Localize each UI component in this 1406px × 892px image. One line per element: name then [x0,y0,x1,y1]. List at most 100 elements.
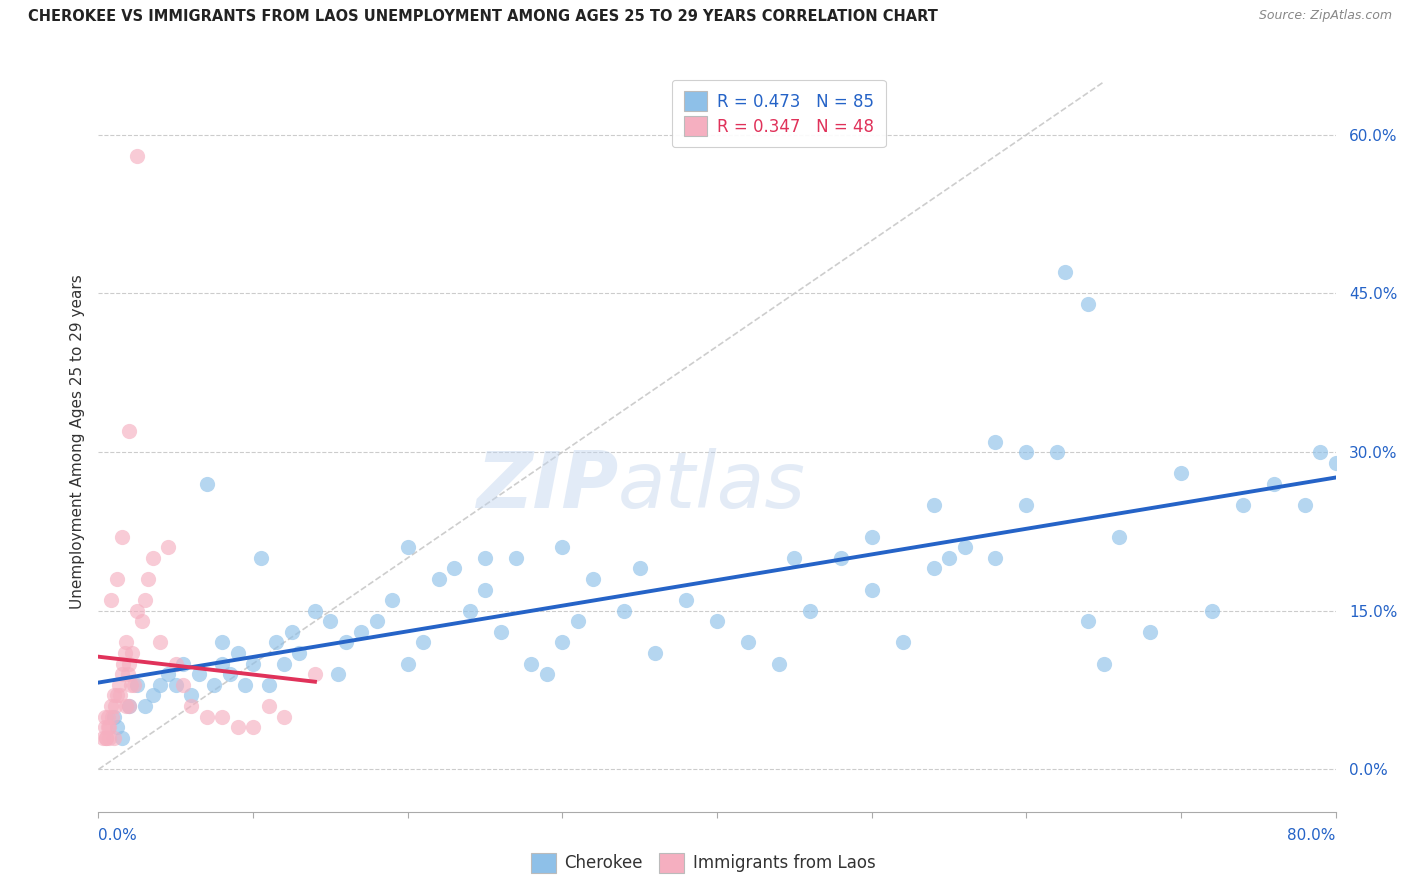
Point [1077,297,1099,311]
Point [127,149,149,163]
Point [117,667,139,681]
Point [195,709,218,723]
Point [257,698,280,713]
Point [105,689,128,703]
Point [121,646,143,660]
Point [111,667,132,681]
Point [860,530,883,544]
Point [381,593,404,607]
Point [984,550,1007,565]
Point [97,720,120,734]
Point [100,698,122,713]
Point [96,731,118,745]
Point [922,498,945,512]
Point [172,678,194,692]
Point [830,550,852,565]
Point [242,720,264,734]
Point [1294,498,1316,512]
Text: Source: ZipAtlas.com: Source: ZipAtlas.com [1258,9,1392,22]
Point [172,657,194,671]
Text: CHEROKEE VS IMMIGRANTS FROM LAOS UNEMPLOYMENT AMONG AGES 25 TO 29 YEARS CORRELAT: CHEROKEE VS IMMIGRANTS FROM LAOS UNEMPLO… [28,9,938,24]
Point [136,572,159,586]
Point [180,698,202,713]
Point [427,572,450,586]
Point [101,709,124,723]
Point [273,657,295,671]
Point [366,615,388,629]
Point [860,582,883,597]
Point [350,624,373,639]
Point [112,657,135,671]
Point [536,667,558,681]
Point [567,615,589,629]
Point [242,657,264,671]
Point [1046,445,1069,459]
Point [984,434,1007,449]
Point [127,604,149,618]
Point [226,720,249,734]
Point [304,604,326,618]
Point [93,709,115,723]
Legend: Cherokee, Immigrants from Laos: Cherokee, Immigrants from Laos [524,847,882,880]
Point [1324,456,1347,470]
Point [1232,498,1254,512]
Point [1309,445,1331,459]
Point [195,476,218,491]
Point [273,709,295,723]
Point [118,698,141,713]
Point [489,624,512,639]
Point [165,678,187,692]
Point [108,689,131,703]
Point [105,720,128,734]
Point [737,635,759,649]
Point [412,635,434,649]
Point [98,720,121,734]
Point [204,678,226,692]
Point [474,582,496,597]
Point [288,646,311,660]
Point [1108,530,1130,544]
Point [157,667,180,681]
Point [319,615,342,629]
Point [134,698,156,713]
Point [613,604,636,618]
Point [219,667,242,681]
Point [1054,265,1077,279]
Point [1015,445,1038,459]
Point [91,731,114,745]
Point [443,561,465,575]
Point [115,698,138,713]
Point [103,689,125,703]
Legend: R = 0.473   N = 85, R = 0.347   N = 48: R = 0.473 N = 85, R = 0.347 N = 48 [672,79,886,147]
Point [520,657,543,671]
Point [96,731,118,745]
Point [799,604,821,618]
Point [458,604,481,618]
Point [644,646,666,660]
Point [551,541,574,555]
Point [1092,657,1115,671]
Point [264,635,288,649]
Point [211,657,233,671]
Y-axis label: Unemployment Among Ages 25 to 29 years: Unemployment Among Ages 25 to 29 years [69,274,84,609]
Point [188,667,211,681]
Point [180,689,202,703]
Point [1201,604,1223,618]
Point [326,667,350,681]
Point [105,572,128,586]
Point [107,678,129,692]
Point [1077,615,1099,629]
Point [783,550,806,565]
Point [335,635,357,649]
Point [1015,498,1038,512]
Point [111,731,132,745]
Point [118,657,141,671]
Point [1170,467,1192,481]
Point [141,550,165,565]
Point [922,561,945,575]
Point [103,731,125,745]
Point [122,678,145,692]
Point [100,593,122,607]
Point [141,689,165,703]
Point [953,541,976,555]
